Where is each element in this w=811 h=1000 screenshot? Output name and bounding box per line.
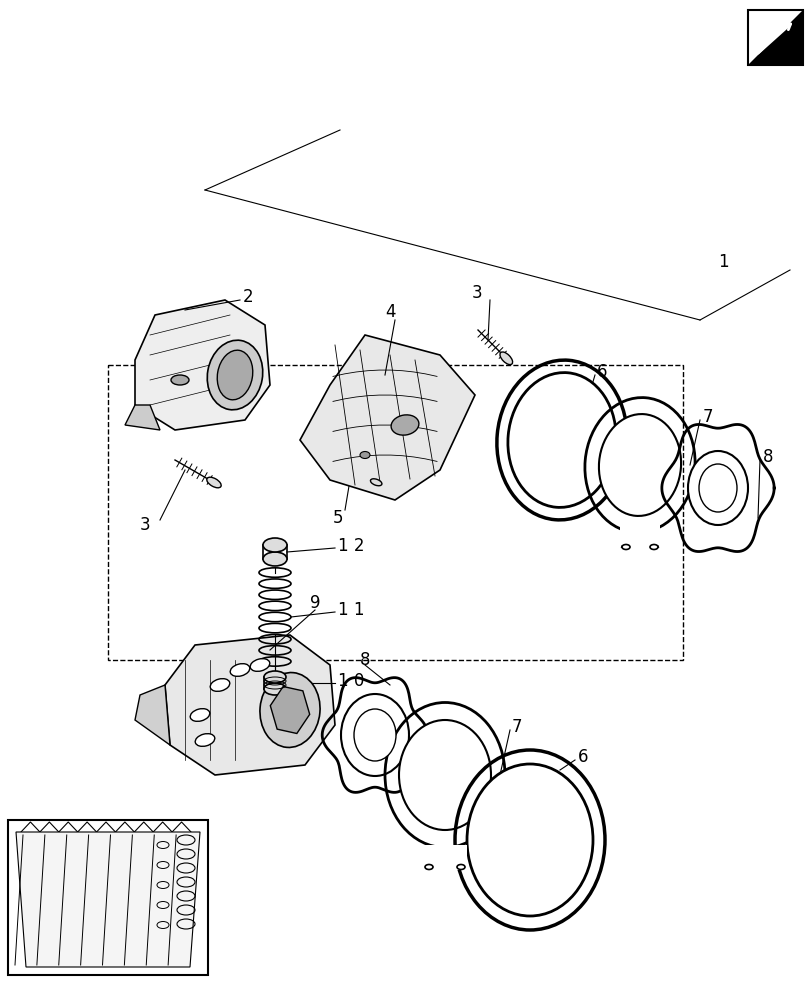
Text: 1: 1 [717, 253, 727, 271]
Ellipse shape [398, 720, 491, 830]
Ellipse shape [207, 340, 263, 410]
Ellipse shape [370, 479, 381, 486]
Text: 5: 5 [333, 509, 343, 527]
Ellipse shape [359, 452, 370, 458]
Ellipse shape [264, 671, 285, 683]
Ellipse shape [207, 477, 221, 488]
Ellipse shape [217, 350, 252, 400]
Ellipse shape [260, 673, 320, 747]
Ellipse shape [354, 709, 396, 761]
Bar [620, 525, 659, 545]
Ellipse shape [190, 709, 209, 721]
Ellipse shape [210, 679, 230, 691]
Ellipse shape [263, 552, 286, 566]
Ellipse shape [263, 538, 286, 552]
Text: 3: 3 [471, 284, 482, 302]
Bar [747, 10, 802, 65]
Text: 1 0: 1 0 [337, 672, 364, 690]
Bar [108, 365, 682, 660]
Ellipse shape [391, 415, 418, 435]
Bar [8, 820, 208, 975]
Ellipse shape [457, 864, 465, 869]
Ellipse shape [500, 352, 512, 365]
Polygon shape [299, 335, 474, 500]
Text: 6: 6 [577, 748, 588, 766]
Text: 1 2: 1 2 [337, 537, 364, 555]
Ellipse shape [599, 414, 680, 516]
Polygon shape [125, 405, 160, 430]
Polygon shape [747, 10, 802, 65]
Text: 9: 9 [310, 594, 320, 612]
Ellipse shape [250, 659, 269, 671]
Ellipse shape [424, 864, 432, 869]
Ellipse shape [264, 683, 285, 695]
Ellipse shape [195, 734, 215, 746]
Bar [423, 845, 466, 870]
Polygon shape [135, 685, 169, 745]
Ellipse shape [230, 664, 250, 676]
Text: 2: 2 [242, 288, 253, 306]
Polygon shape [135, 300, 270, 430]
Polygon shape [16, 832, 200, 967]
Text: 3: 3 [139, 516, 150, 534]
Ellipse shape [621, 544, 629, 550]
Text: 6: 6 [596, 363, 607, 381]
Text: 4: 4 [384, 303, 395, 321]
Text: 1 1: 1 1 [337, 601, 364, 619]
Text: 8: 8 [359, 651, 370, 669]
Ellipse shape [341, 694, 409, 776]
Ellipse shape [171, 375, 189, 385]
Polygon shape [165, 635, 335, 775]
Ellipse shape [507, 373, 616, 507]
Ellipse shape [466, 764, 592, 916]
Ellipse shape [698, 464, 736, 512]
Text: 7: 7 [512, 718, 521, 736]
Text: 8: 8 [762, 448, 773, 466]
Polygon shape [270, 687, 309, 733]
Text: 7: 7 [702, 408, 713, 426]
Ellipse shape [687, 451, 747, 525]
Ellipse shape [649, 544, 657, 550]
